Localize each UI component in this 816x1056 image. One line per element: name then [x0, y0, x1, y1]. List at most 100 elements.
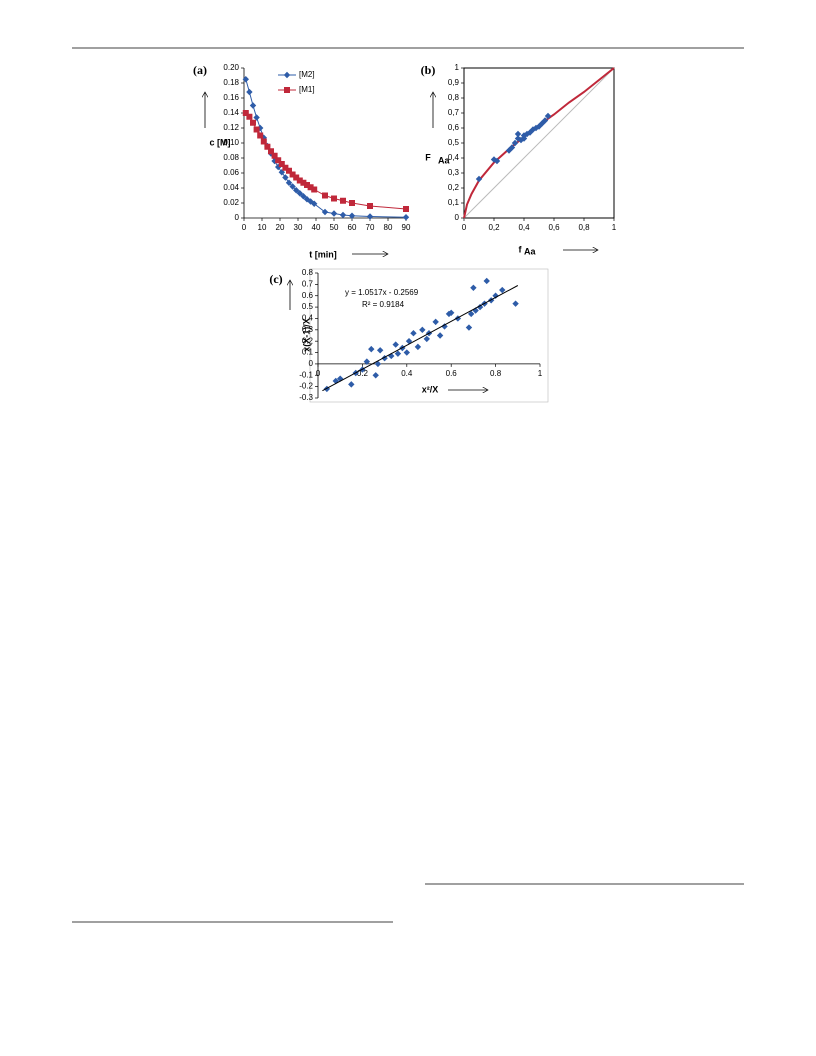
data-point — [322, 192, 328, 199]
data-point — [321, 208, 329, 216]
y-tick-label: 0.08 — [223, 153, 239, 162]
data-point — [339, 211, 347, 219]
data-point — [348, 381, 355, 388]
y-tick-label: 0.04 — [223, 183, 239, 192]
data-point — [470, 284, 477, 291]
data-point — [475, 175, 483, 183]
data-point — [257, 124, 264, 132]
y-tick-label: 0.4 — [302, 314, 314, 323]
x-axis-label: f — [519, 244, 523, 254]
y-tick-label: 0.20 — [223, 63, 239, 72]
legend-marker — [284, 87, 290, 93]
x-tick-label: 0.2 — [357, 369, 369, 378]
y-tick-label: 0.3 — [302, 325, 314, 334]
data-point — [250, 119, 256, 126]
x-tick-label: 0,8 — [578, 223, 590, 232]
data-point — [499, 286, 506, 294]
data-point — [394, 350, 402, 357]
data-point — [349, 200, 355, 206]
data-point — [419, 326, 426, 334]
data-point — [289, 183, 296, 190]
y-tick-label: 0.14 — [223, 108, 239, 117]
data-point — [511, 139, 519, 147]
legend-label: [M1] — [299, 85, 315, 94]
data-point — [363, 358, 371, 365]
panel-label: (b) — [421, 63, 436, 77]
data-point — [246, 113, 253, 120]
panel-label: (c) — [269, 272, 282, 286]
y-tick-label: 0.1 — [302, 348, 314, 357]
data-point — [436, 332, 444, 339]
x-axis-label: x²/X — [422, 384, 439, 394]
panel-label: (a) — [193, 63, 207, 77]
data-point — [423, 335, 430, 343]
y-tick-label: 1 — [455, 63, 460, 72]
data-point — [493, 157, 501, 165]
data-point — [340, 197, 346, 204]
trend-r2: R² = 0.9184 — [362, 300, 405, 309]
x-tick-label: 80 — [384, 223, 393, 232]
y-tick-label: -0.1 — [299, 370, 313, 379]
x-axis-label-sub: Aa — [524, 246, 536, 256]
data-point — [374, 360, 382, 368]
data-point — [348, 212, 356, 219]
data-point — [307, 184, 314, 191]
y-tick-label: -0.3 — [299, 393, 313, 402]
data-point — [268, 148, 274, 155]
data-point — [372, 372, 379, 379]
data-point — [275, 157, 282, 164]
data-point — [414, 343, 422, 351]
y-axis-label: x(X-1)/X — [301, 318, 311, 352]
data-point — [403, 349, 410, 356]
data-point — [520, 135, 528, 142]
data-point — [278, 161, 285, 167]
y-tick-label: 0,5 — [448, 138, 460, 147]
data-point — [544, 112, 552, 120]
y-tick-label: 0,3 — [448, 168, 460, 177]
y-axis-label: F — [425, 152, 431, 162]
data-point — [441, 323, 448, 330]
plot-frame — [309, 268, 549, 403]
data-point — [403, 206, 409, 212]
y-tick-label: 0.16 — [223, 93, 239, 102]
data-point — [311, 200, 318, 207]
x-tick-label: 0,6 — [548, 223, 560, 232]
data-point — [282, 174, 289, 181]
data-point — [367, 203, 373, 209]
trend-equation: y = 1.0517x - 0.2569 — [345, 288, 419, 297]
y-tick-label: 0.8 — [302, 268, 314, 277]
x-tick-label: 0,4 — [518, 223, 530, 232]
data-point — [242, 110, 249, 116]
data-point — [304, 182, 310, 188]
data-point — [249, 102, 257, 109]
y-tick-label: 0 — [455, 213, 460, 222]
series-line — [463, 67, 615, 219]
y-tick-label: 0 — [235, 213, 240, 222]
legend-marker — [283, 71, 291, 79]
data-point — [490, 156, 498, 163]
data-point — [465, 324, 473, 331]
x-tick-label: 10 — [258, 223, 267, 232]
y-tick-label: 0.10 — [223, 138, 239, 147]
data-point — [410, 330, 417, 337]
y-tick-label: 0.18 — [223, 78, 239, 87]
x-tick-label: 0.8 — [490, 369, 502, 378]
data-point — [286, 167, 292, 174]
data-point — [296, 190, 303, 197]
x-tick-label: 0 — [242, 223, 247, 232]
x-tick-label: 70 — [366, 223, 375, 232]
y-tick-label: 0,7 — [448, 108, 460, 117]
x-tick-label: 0 — [462, 223, 467, 232]
data-point — [278, 169, 285, 176]
x-tick-label: 30 — [294, 223, 303, 232]
data-point — [330, 210, 338, 217]
data-point — [253, 126, 260, 133]
data-point — [300, 193, 307, 200]
data-point — [505, 147, 513, 154]
data-point — [311, 186, 318, 193]
x-tick-label: 60 — [348, 223, 357, 232]
data-point — [260, 138, 267, 145]
y-tick-label: 0.06 — [223, 168, 239, 177]
data-point — [293, 174, 300, 181]
